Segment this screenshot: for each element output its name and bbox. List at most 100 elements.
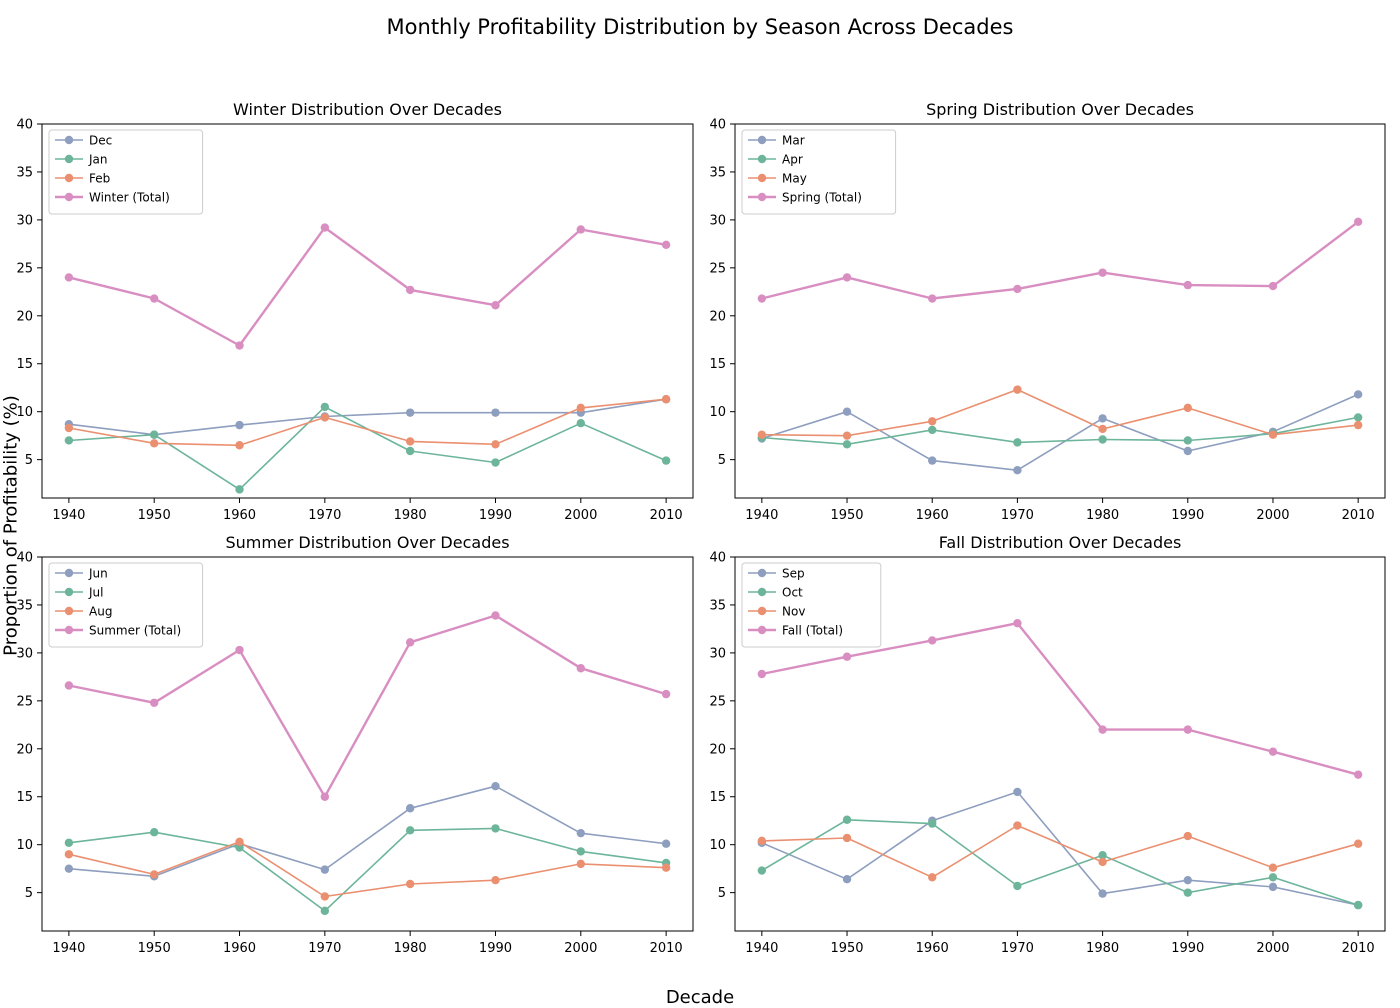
data-point [842, 815, 852, 824]
legend-label: Jun [88, 567, 108, 581]
x-tick-label: 2010 [1342, 508, 1375, 523]
series-line-3 [761, 824, 1359, 879]
data-point [1353, 217, 1363, 227]
y-tick-label: 15 [709, 790, 726, 805]
data-point [661, 240, 671, 250]
data-point [1098, 414, 1107, 423]
data-point [1013, 465, 1022, 475]
data-point [928, 294, 937, 303]
data-point [757, 669, 767, 679]
data-point [1098, 725, 1107, 734]
x-tick-label: 1940 [52, 941, 85, 956]
data-point [1013, 821, 1022, 830]
data-point [149, 439, 159, 448]
data-point [1183, 888, 1192, 897]
legend-marker [757, 606, 767, 616]
subplot-4: Fall Distribution Over Decades 5 10 15 20 25 3… [709, 533, 1386, 956]
y-tick-label: 35 [16, 598, 33, 613]
series-line-3 [761, 388, 1359, 437]
data-point [64, 273, 74, 282]
data-point [757, 430, 767, 439]
data-point [491, 301, 500, 310]
x-tick-label: 2000 [564, 508, 597, 523]
y-tick-label: 10 [16, 838, 33, 853]
x-tick-label: 1940 [52, 508, 85, 523]
x-tick-label: 1980 [394, 941, 427, 956]
data-point [576, 859, 586, 869]
data-point [149, 430, 159, 439]
y-tick-label: 30 [709, 213, 726, 228]
data-point [1268, 430, 1278, 439]
data-point [842, 440, 852, 449]
data-point [1268, 747, 1278, 756]
y-tick-label: 15 [16, 790, 33, 805]
y-tick-label: 30 [16, 646, 33, 661]
legend-marker [64, 625, 74, 635]
legend-label: Winter (Total) [89, 191, 170, 205]
series-line-2 [761, 818, 1359, 906]
plot-frame [734, 556, 1386, 932]
data-point [1353, 839, 1363, 848]
data-point [149, 828, 159, 837]
data-point [235, 645, 244, 655]
legend-marker [64, 192, 74, 202]
data-point [1098, 435, 1107, 444]
data-point [576, 847, 586, 856]
data-point [1013, 438, 1022, 447]
data-point [491, 824, 500, 833]
data-point [405, 285, 415, 295]
y-tick-label: 25 [16, 694, 33, 709]
legend [48, 562, 204, 648]
legend [741, 129, 897, 215]
data-point [1268, 873, 1278, 882]
data-point [491, 875, 500, 885]
data-point [235, 420, 244, 430]
data-point [405, 408, 415, 417]
data-point [1268, 882, 1278, 892]
data-point [64, 864, 74, 873]
data-point [661, 456, 671, 465]
plot-frame [734, 123, 1386, 499]
x-tick-label: 1970 [308, 941, 341, 956]
data-point [1183, 280, 1192, 290]
data-point [661, 395, 671, 404]
data-point [1183, 875, 1192, 885]
plot-frame [41, 556, 694, 932]
legend-label: Spring (Total) [782, 191, 862, 205]
data-point [1183, 436, 1192, 445]
data-point [405, 879, 415, 889]
legend-marker [64, 606, 74, 616]
y-tick-label: 30 [16, 213, 33, 228]
data-point [320, 906, 330, 916]
data-point [928, 417, 937, 426]
x-tick-label: 1990 [479, 508, 512, 523]
x-tick-label: 1960 [223, 941, 256, 956]
subplot-1: Winter Distribution Over Decades 5 10 15 20 2… [16, 100, 694, 523]
data-point [64, 423, 74, 433]
data-point [235, 441, 244, 450]
data-point [235, 843, 244, 852]
x-tick-label: 2000 [1256, 941, 1289, 956]
y-tick-label: 35 [709, 598, 726, 613]
data-point [1013, 881, 1022, 891]
legend-label: Oct [782, 586, 803, 600]
legend-label: Sep [782, 567, 805, 581]
data-point [1098, 889, 1107, 898]
series-line-4 [68, 614, 667, 798]
data-point [491, 408, 500, 417]
y-tick-label: 20 [16, 742, 33, 757]
data-point [842, 273, 852, 282]
legend-label: Mar [782, 134, 805, 148]
y-tick-label: 35 [709, 165, 726, 180]
y-tick-label: 5 [718, 453, 726, 468]
data-point [64, 681, 74, 690]
legend-label: Aug [89, 605, 112, 619]
series-line-3 [68, 840, 667, 898]
legend-marker [757, 135, 767, 145]
data-point [842, 407, 852, 416]
legend-marker [757, 568, 767, 578]
y-tick-label: 10 [16, 405, 33, 420]
data-point [320, 223, 330, 232]
data-point [576, 225, 586, 234]
x-tick-label: 1980 [1086, 508, 1119, 523]
